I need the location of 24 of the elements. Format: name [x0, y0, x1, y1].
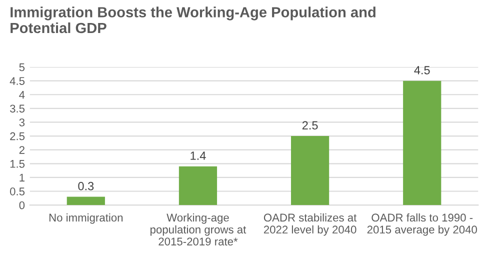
x-tick-label: OADR stabilizes at 2022 level by 2040: [264, 213, 357, 236]
bar: [290, 136, 330, 206]
y-tick-label: 2: [19, 146, 24, 154]
data-label: 1.4: [190, 152, 206, 160]
y-tick-label: 3: [19, 118, 25, 126]
y-tick-label: 3.5: [10, 104, 25, 113]
y-tick-label: 2.5: [10, 132, 25, 140]
bar: [403, 80, 442, 206]
y-tick-label: 4: [19, 91, 25, 99]
data-label: 2.5: [302, 121, 318, 130]
y-tick-label: 5: [19, 63, 25, 72]
data-label: 4.5: [414, 66, 430, 74]
x-tick-label: Working-age population grows at 2015-2019 rate*: [150, 213, 246, 246]
y-tick-label: 4.5: [10, 77, 25, 85]
bar: [178, 166, 218, 206]
y-tick-label: 0.5: [10, 188, 25, 196]
x-tick-label: OADR falls to 1990 - 2015 average by 2040: [367, 213, 477, 236]
x-tick-label: No immigration: [49, 213, 123, 224]
bar: [66, 196, 105, 206]
chart-title: Immigration Boosts the Working-Age Population and Potential GDP: [10, 6, 376, 34]
y-tick-label: 1.5: [10, 160, 25, 168]
y-tick-label: 0: [19, 201, 25, 210]
y-tick-label: 1: [20, 174, 24, 182]
data-label: 0.3: [78, 182, 94, 190]
